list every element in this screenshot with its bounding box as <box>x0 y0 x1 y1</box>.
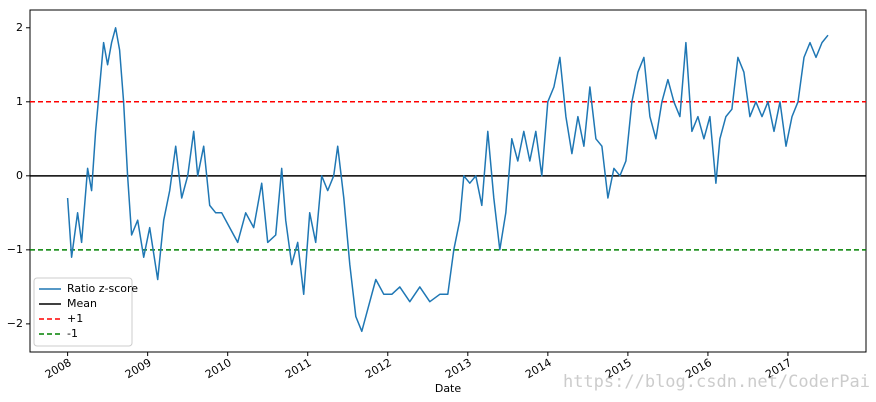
x-tick-label: 2009 <box>123 356 154 381</box>
y-tick-label: 2 <box>16 21 23 34</box>
x-tick-label: 2010 <box>203 356 234 381</box>
x-tick-label: 2014 <box>523 356 554 381</box>
y-tick-label: −2 <box>7 317 23 330</box>
watermark: https://blog.csdn.net/CoderPai <box>563 372 870 392</box>
x-tick-label: 2012 <box>363 356 394 381</box>
x-tick-label: 2008 <box>43 356 74 381</box>
legend-label: Mean <box>67 297 97 310</box>
y-tick-label: 0 <box>16 169 23 182</box>
x-tick-label: 2011 <box>283 356 314 381</box>
legend-label: +1 <box>67 312 83 325</box>
x-tick-label: 2013 <box>443 356 474 381</box>
legend-label: Ratio z-score <box>67 282 138 295</box>
legend-label: -1 <box>67 327 78 340</box>
data-line <box>66 27 829 333</box>
y-tick-label: 1 <box>16 95 23 108</box>
x-axis-label: Date <box>435 382 462 395</box>
legend-box <box>33 277 133 347</box>
plot-frame <box>29 9 867 353</box>
y-tick-label: −1 <box>7 243 23 256</box>
